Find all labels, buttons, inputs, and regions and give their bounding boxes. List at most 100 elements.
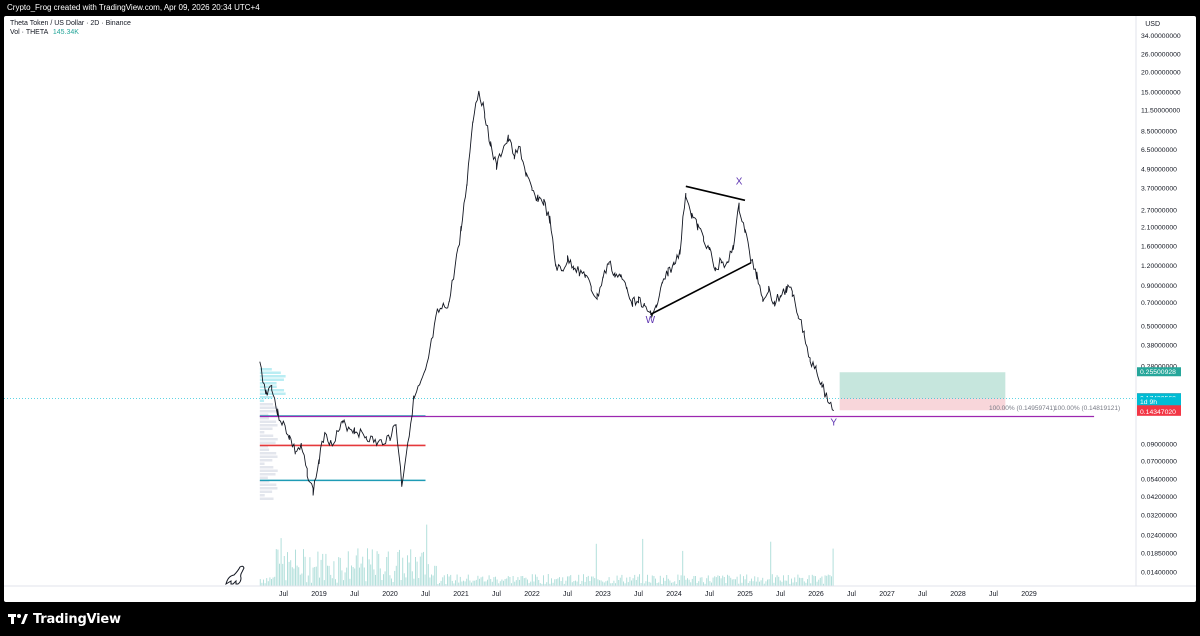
volume-bar: [479, 578, 480, 586]
volume-bar: [439, 583, 440, 586]
volume-bar: [352, 567, 354, 586]
volume-bar: [319, 577, 320, 586]
y-tick-label: 34.00000000: [1141, 33, 1181, 40]
volume-bar: [775, 577, 776, 586]
pattern-labels: W X Y: [646, 177, 838, 429]
volume-bar: [453, 583, 455, 586]
volume-bar: [323, 580, 325, 586]
volume-bar: [392, 582, 394, 586]
volume-bar: [290, 560, 292, 586]
symbol-line: Theta Token / US Dollar · 2D · Binance: [10, 20, 131, 27]
price-series: [259, 90, 835, 496]
volume-bar: [349, 578, 351, 586]
price-chart[interactable]: 100.00% (0.14959741)100.00% (0.14819121)…: [4, 16, 1196, 602]
x-tick-label: Jul: [563, 591, 572, 598]
volume-bar: [770, 541, 772, 586]
volume-bar: [773, 582, 775, 586]
volume-bar: [263, 579, 264, 586]
volume-bar: [259, 579, 261, 586]
volume-bar: [768, 579, 770, 586]
volume-bar: [733, 579, 735, 586]
volume-bar: [554, 579, 556, 586]
volume-bar: [690, 582, 692, 586]
volume-bar: [282, 563, 284, 586]
volume-bar: [527, 579, 528, 586]
price-tag-bg: [1137, 367, 1181, 377]
volume-bar: [744, 579, 746, 586]
volume-bar: [303, 549, 304, 586]
volume-bar: [671, 582, 672, 586]
volume-bar: [371, 549, 373, 586]
volume-bar: [424, 574, 426, 586]
volume-bar: [314, 567, 316, 586]
volume-bar: [819, 577, 821, 586]
volume-bar: [415, 557, 416, 586]
volume-profile-row: [259, 494, 265, 497]
currency-label: USD: [1145, 21, 1160, 28]
volume-bar: [717, 575, 719, 586]
volume-bar: [490, 579, 492, 586]
volume-bar: [394, 570, 396, 586]
volume-bar: [455, 580, 456, 586]
tradingview-logo-icon: [8, 614, 28, 624]
volume-bar: [299, 574, 301, 586]
volume-bar: [778, 576, 780, 586]
volume-bar: [677, 574, 679, 586]
volume-bar: [475, 579, 477, 586]
volume-bar: [365, 581, 367, 586]
volume-bar: [648, 581, 650, 586]
volume-bar: [808, 575, 810, 586]
volume-bar: [815, 576, 816, 586]
volume-bar: [659, 575, 661, 586]
volume-bar: [701, 577, 703, 586]
volume-bar: [368, 559, 370, 586]
x-tick-label: 2023: [595, 591, 611, 598]
volume-bar: [832, 548, 834, 586]
volume-bar: [647, 574, 648, 586]
x-tick-label: Jul: [634, 591, 643, 598]
volume-bar: [743, 576, 744, 586]
y-tick-label: 0.90000000: [1141, 283, 1177, 290]
volume-bar: [663, 577, 664, 586]
volume-bar: [400, 580, 402, 586]
volume-bar: [381, 580, 383, 586]
volume-bar: [682, 550, 684, 586]
trendline-1: [649, 262, 752, 316]
volume-bar: [602, 581, 604, 586]
x-tick-label: 2021: [453, 591, 469, 598]
y-tick-label: 0.05400000: [1141, 477, 1177, 484]
volume-bar: [672, 582, 674, 586]
volume-bar: [570, 575, 572, 586]
volume-bar: [826, 575, 828, 586]
volume-bar: [469, 580, 471, 586]
volume-bar: [787, 575, 789, 586]
volume-bar: [477, 575, 479, 586]
volume-bar: [616, 575, 618, 586]
volume-bar: [795, 582, 797, 586]
chart-frame[interactable]: 100.00% (0.14959741) 100.00% (0.14819121)…: [4, 16, 1196, 602]
volume-bar: [509, 577, 511, 586]
volume-bar: [751, 578, 752, 586]
volume-bar: [528, 583, 530, 586]
volume-bar: [341, 570, 343, 586]
volume-bar: [264, 583, 266, 586]
volume-bar: [738, 583, 740, 586]
volume-bar: [803, 581, 805, 586]
volume-bar: [613, 580, 615, 586]
volume-bar: [304, 556, 306, 586]
price-line: [259, 90, 835, 496]
volume-bar: [546, 582, 548, 586]
price-tag-bg: [1137, 397, 1181, 407]
volume-bar: [311, 582, 312, 586]
volume-bar: [291, 567, 293, 586]
volume-bar: [288, 561, 290, 586]
volume-bar: [643, 583, 645, 586]
volume-bar: [283, 556, 285, 586]
volume-bar: [467, 574, 469, 586]
volume-profile-row: [259, 469, 278, 472]
volume-profile-row: [259, 441, 276, 444]
x-tick-label: Jul: [776, 591, 785, 598]
volume-bar: [339, 557, 341, 586]
volume-bar: [506, 578, 508, 586]
x-tick-label: 2025: [737, 591, 753, 598]
